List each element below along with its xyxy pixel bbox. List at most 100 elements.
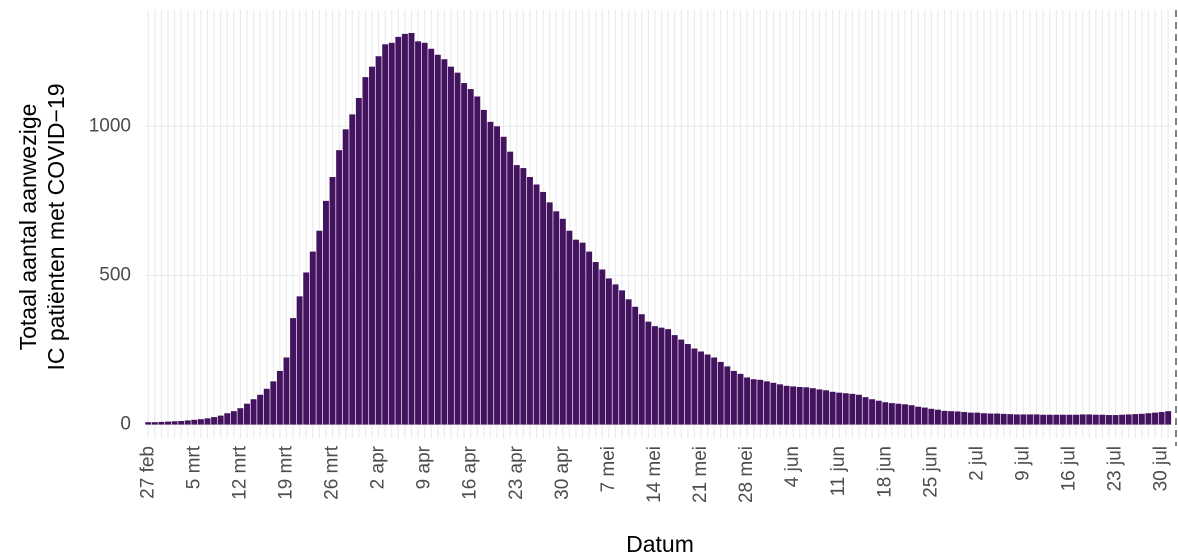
- y-tick-label: 0: [120, 414, 131, 435]
- bar: [921, 407, 928, 425]
- bar: [342, 129, 349, 425]
- bar: [1027, 414, 1033, 425]
- x-tick-label: 2 apr: [368, 445, 389, 489]
- bar: [967, 412, 974, 425]
- bar: [494, 126, 500, 425]
- bar: [638, 314, 645, 425]
- bar: [987, 413, 994, 425]
- bar: [217, 415, 224, 425]
- x-tick-label: 4 jun: [782, 446, 803, 487]
- y-axis-title: Totaal aantal aanwezige: [15, 104, 41, 351]
- x-tick-label: 16 apr: [460, 445, 481, 500]
- bar: [691, 348, 698, 425]
- bar: [467, 89, 474, 425]
- bar: [421, 42, 428, 425]
- bar: [632, 306, 639, 425]
- bar: [816, 389, 823, 425]
- bar: [520, 168, 527, 425]
- bar: [1066, 414, 1073, 425]
- bar: [1145, 413, 1152, 425]
- bar: [1000, 413, 1007, 425]
- x-tick-label: 7 mei: [598, 446, 619, 492]
- bar: [507, 151, 514, 425]
- bar: [513, 165, 520, 425]
- bar: [744, 377, 751, 425]
- bar: [882, 402, 889, 425]
- bar: [1007, 414, 1014, 425]
- x-tick-label: 21 mei: [690, 446, 711, 503]
- x-tick-label: 30 jul: [1151, 446, 1172, 491]
- bar: [1152, 412, 1158, 425]
- bar: [487, 121, 494, 425]
- bar: [309, 251, 316, 425]
- bar: [908, 405, 915, 425]
- bar: [461, 83, 468, 425]
- bar: [441, 59, 448, 425]
- bar: [303, 272, 310, 425]
- bar: [1073, 414, 1080, 425]
- bar: [994, 413, 1001, 425]
- bar: [961, 412, 968, 425]
- bar: [270, 381, 277, 425]
- bar: [849, 393, 856, 425]
- bar: [750, 379, 757, 425]
- bar: [605, 278, 612, 425]
- bar: [1165, 411, 1172, 425]
- x-tick-label: 19 mrt: [275, 445, 296, 500]
- bar: [954, 411, 961, 425]
- bar: [823, 390, 829, 425]
- bar: [763, 381, 770, 425]
- bar: [796, 386, 803, 425]
- bar: [869, 399, 876, 425]
- bar: [336, 150, 343, 425]
- bar: [698, 351, 704, 425]
- bar: [980, 413, 987, 425]
- x-tick-label: 23 jul: [1105, 446, 1126, 491]
- bar: [803, 387, 810, 425]
- bar: [197, 419, 204, 425]
- bar: [941, 410, 948, 425]
- bar: [1092, 414, 1099, 425]
- bar: [276, 370, 283, 425]
- bar: [862, 397, 869, 425]
- bar: [1040, 414, 1047, 425]
- bar: [586, 251, 593, 425]
- bar: [184, 420, 191, 425]
- bar: [401, 33, 408, 425]
- bar: [290, 318, 297, 425]
- bar: [737, 373, 744, 425]
- bar: [237, 408, 244, 425]
- bar: [1119, 414, 1126, 425]
- bar: [526, 177, 533, 425]
- bar: [1020, 414, 1027, 425]
- bar: [915, 406, 922, 425]
- bar: [829, 391, 836, 425]
- y-tick-label: 1000: [89, 115, 131, 136]
- bar: [612, 284, 619, 425]
- bar: [790, 386, 797, 425]
- bar: [151, 422, 158, 425]
- bar: [599, 269, 606, 425]
- bar: [158, 421, 165, 425]
- bar: [428, 48, 435, 425]
- bar: [329, 177, 336, 425]
- bar: [178, 420, 185, 425]
- bar: [1013, 414, 1020, 425]
- bar: [757, 379, 764, 425]
- x-tick-label: 12 mrt: [229, 445, 250, 500]
- bar: [592, 262, 599, 425]
- bar: [553, 211, 560, 425]
- bar: [204, 418, 211, 425]
- bar: [1106, 415, 1112, 425]
- bar: [730, 370, 737, 425]
- bar: [619, 290, 626, 425]
- bar: [382, 44, 389, 425]
- bar: [902, 404, 908, 425]
- bar: [296, 296, 303, 425]
- x-tick-label: 23 apr: [506, 445, 527, 500]
- x-tick-label: 30 apr: [552, 445, 573, 500]
- bar: [454, 72, 461, 425]
- bar: [566, 230, 573, 425]
- bar: [546, 202, 553, 425]
- bar: [1132, 414, 1139, 425]
